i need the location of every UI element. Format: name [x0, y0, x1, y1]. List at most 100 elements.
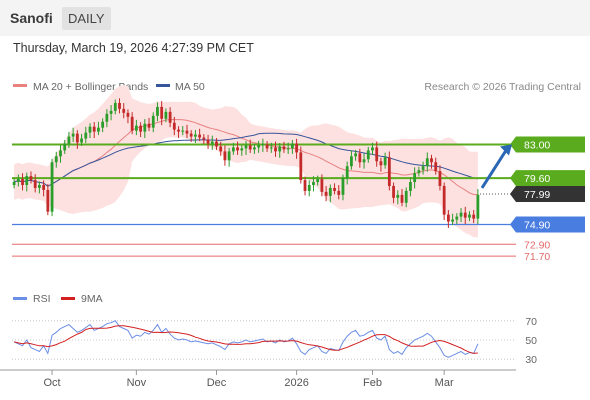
candle-body	[88, 126, 92, 133]
candle-body	[113, 102, 117, 111]
candle-body	[472, 214, 476, 219]
forecast-arrow	[480, 149, 508, 189]
candle-body	[75, 133, 79, 143]
candle-body	[400, 194, 404, 203]
candle-body	[206, 139, 210, 144]
candle-body	[286, 148, 290, 150]
candle-body	[38, 184, 41, 188]
candle-body	[202, 137, 206, 140]
candle-body	[451, 219, 454, 222]
candle-body	[468, 214, 471, 218]
candle-body	[236, 147, 239, 151]
candle-body	[50, 162, 54, 212]
candle-body	[25, 176, 29, 185]
candle-body	[244, 145, 248, 149]
candle-body	[446, 214, 450, 222]
candle-body	[164, 111, 168, 119]
legend-rsi-ma-label: 9MA	[81, 293, 103, 305]
candle-body	[366, 150, 370, 160]
candle-body	[253, 147, 256, 150]
candle-body	[46, 189, 50, 212]
resistance-tag	[510, 136, 585, 153]
candle-body	[156, 106, 159, 116]
source-credit: Research © 2026 Trading Central	[424, 81, 581, 93]
candle-body	[409, 182, 412, 191]
candle-body	[371, 147, 374, 151]
candle-body	[358, 153, 362, 163]
candle-body	[257, 145, 261, 148]
candle-body	[194, 134, 197, 137]
rsi-level-label: 30	[525, 354, 537, 366]
candle-body	[421, 166, 425, 171]
candle-body	[59, 150, 62, 157]
candle-body	[21, 179, 24, 185]
candle-body	[130, 116, 134, 131]
candle-body	[442, 185, 446, 215]
candle-body	[341, 178, 345, 195]
candle-body	[476, 194, 480, 219]
x-tick-label: Nov	[127, 377, 147, 389]
candle-body	[312, 182, 315, 185]
candle-body	[84, 132, 88, 139]
forecast-arrowhead	[500, 144, 512, 156]
candle-body	[134, 125, 138, 131]
candle-body	[189, 133, 193, 137]
legend-rsi-swatch	[13, 297, 27, 300]
candle-body	[92, 126, 96, 132]
candle-body	[392, 185, 395, 198]
candle-body	[265, 144, 269, 149]
x-tick-label: Mar	[435, 377, 454, 389]
candle-body	[231, 147, 235, 152]
candle-body	[455, 216, 459, 220]
x-tick-label: 2026	[284, 377, 308, 389]
candle-body	[295, 143, 298, 153]
candle-body	[290, 143, 294, 149]
candle-body	[269, 147, 273, 149]
period-badge[interactable]: DAILY	[62, 7, 111, 30]
candle-body	[387, 157, 391, 186]
candle-body	[320, 179, 324, 192]
rsi-line	[13, 320, 479, 358]
candle-body	[430, 158, 433, 163]
candle-body	[316, 179, 320, 183]
candle-body	[227, 151, 231, 161]
candle-body	[71, 133, 75, 137]
candle-body	[240, 148, 244, 151]
rsi-level-label: 70	[525, 316, 537, 328]
candle-body	[122, 108, 126, 113]
candle-body	[459, 212, 463, 217]
candle-body	[248, 145, 252, 150]
candle-body	[307, 184, 311, 191]
candle-body	[379, 161, 383, 166]
legend-rsi-label: RSI	[33, 293, 51, 305]
candle-body	[210, 141, 214, 144]
candle-body	[413, 173, 417, 183]
candle-body	[33, 180, 37, 188]
candle-body	[42, 184, 46, 190]
candle-body	[185, 130, 189, 134]
legend-bollinger-label: MA 20 + Bollinger Bands	[33, 81, 148, 93]
candle-body	[223, 151, 227, 161]
candle-body	[350, 156, 353, 167]
candle-body	[375, 147, 379, 162]
candle-body	[67, 136, 71, 144]
candle-body	[274, 147, 277, 152]
rsi-level-label: 50	[525, 335, 537, 347]
candle-body	[126, 112, 130, 117]
legend-rsi-ma-swatch	[61, 297, 75, 300]
resistance-tag	[510, 170, 585, 187]
candle-body	[105, 113, 109, 122]
bollinger-band	[14, 85, 478, 238]
candle-body	[147, 123, 151, 128]
candle-body	[215, 141, 218, 147]
candle-body	[328, 187, 332, 196]
candle-body	[396, 194, 400, 198]
candle-body	[160, 106, 164, 119]
legend-ma50-label: MA 50	[175, 81, 205, 93]
candle-body	[425, 158, 429, 167]
last-price-tag	[510, 185, 585, 202]
last-price-label: 77.99	[524, 189, 550, 201]
candle-body	[303, 180, 307, 191]
candle-body	[324, 191, 328, 196]
